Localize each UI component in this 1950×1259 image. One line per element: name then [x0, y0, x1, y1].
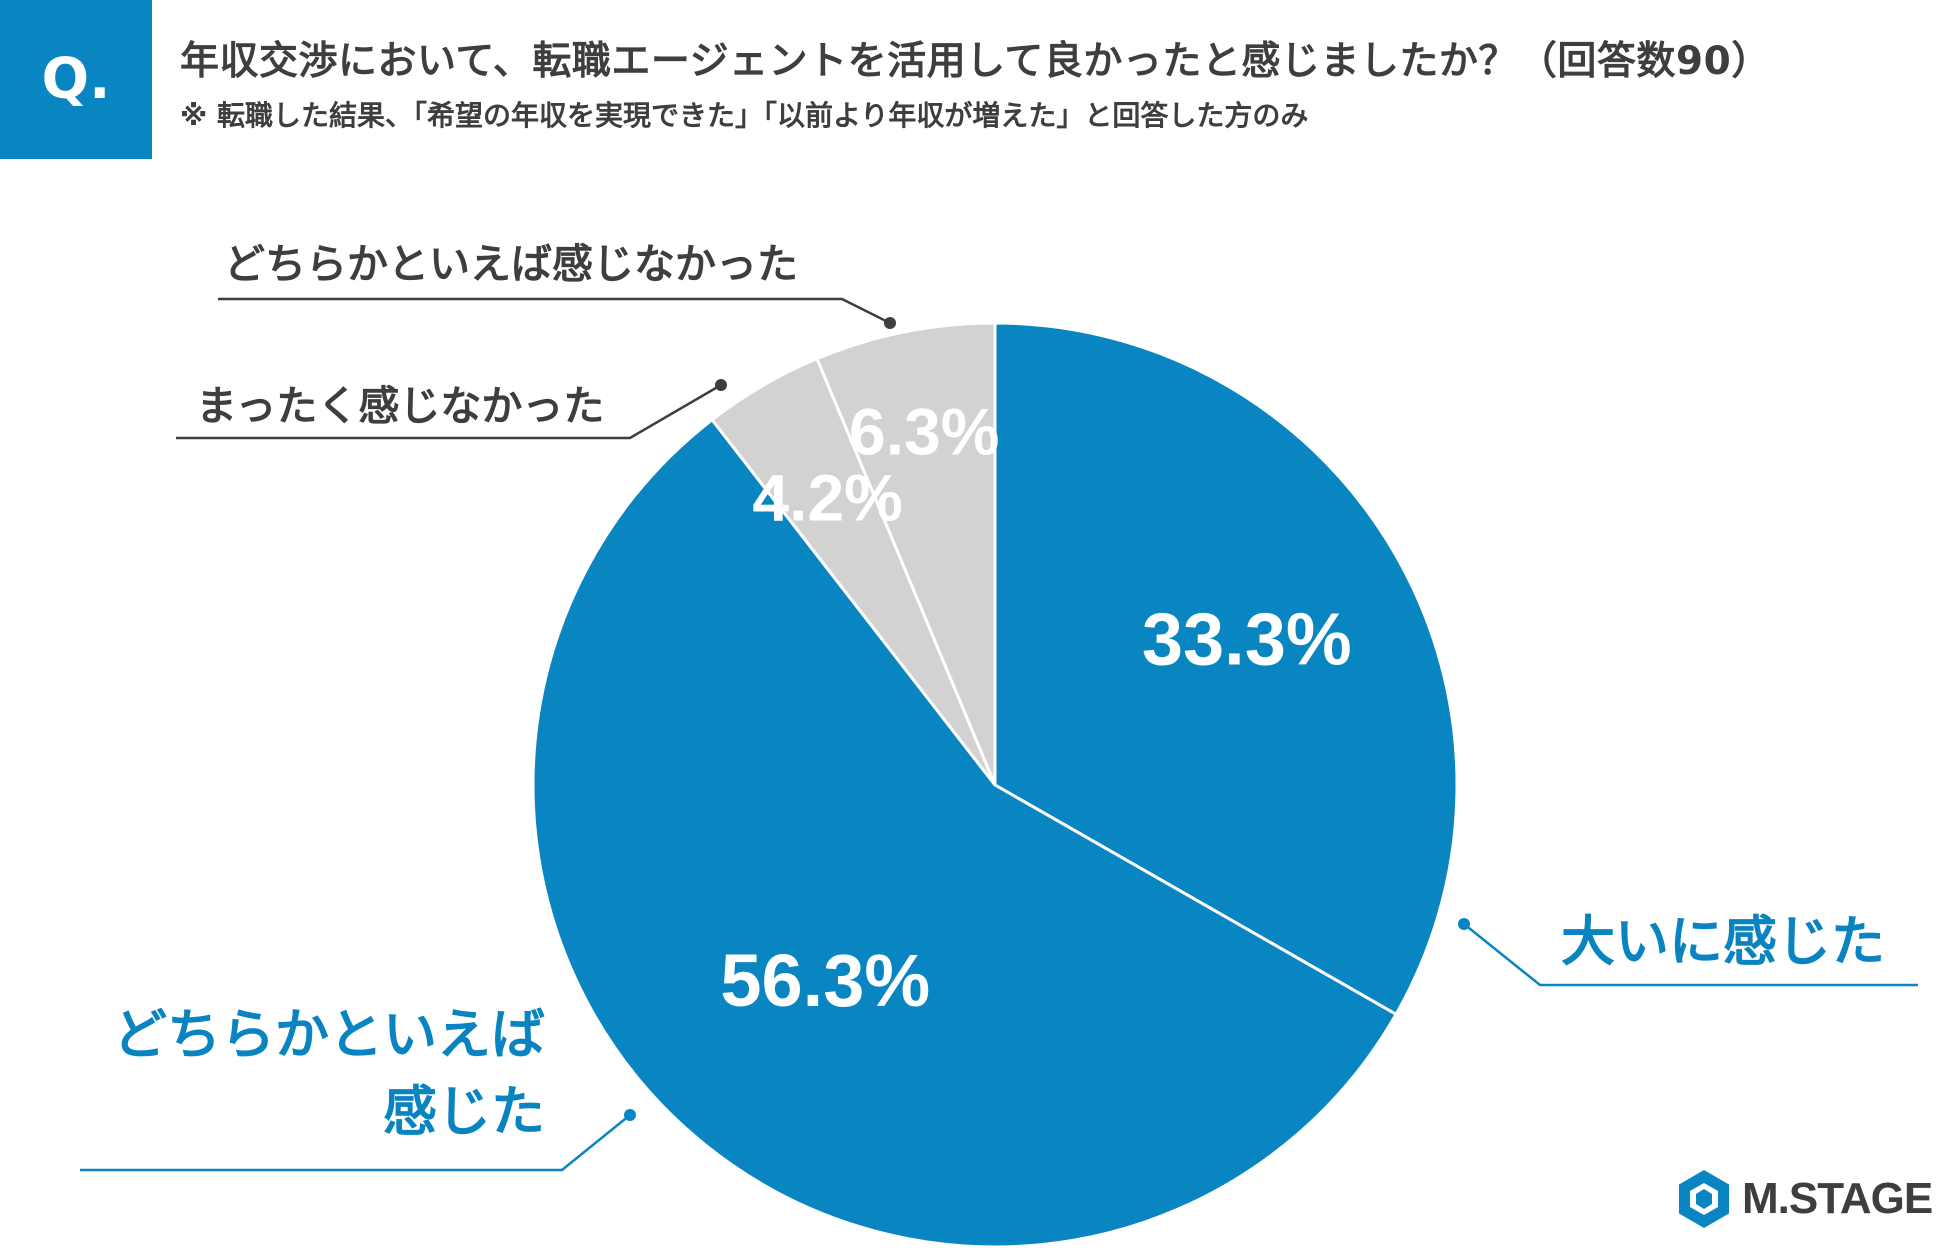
slice-label-daini: 大いに感じた	[1561, 910, 1885, 973]
slice-label-mattaku: まったく感じなかった	[196, 382, 604, 430]
hexagon-logo-icon	[1679, 1170, 1729, 1228]
value-label-daini: 33.3%	[1142, 597, 1352, 680]
leader-dot-daini	[1458, 918, 1470, 930]
question-note: ※ 転職した結果、「希望の年収を実現できた」「以前より年収が増えた」と回答した方…	[180, 99, 1309, 132]
pie-slice-dochira	[531, 417, 1399, 1249]
question-badge: Q.	[0, 0, 152, 159]
value-label-dochira: 56.3%	[720, 939, 930, 1022]
leader-line-dochira	[80, 1114, 631, 1172]
leader-line-daini	[1463, 923, 1918, 987]
brand-logo: M.STAGE	[1676, 1168, 1933, 1230]
value-label-mattaku: 4.2%	[752, 461, 902, 535]
pie-slices	[531, 321, 1459, 1249]
slice-label-dochira-line2: 感じた	[383, 1080, 545, 1143]
leader-dot-dochira	[624, 1109, 636, 1121]
question-title: 年収交渉において、転職エージェントを活用して良かったと感じましたか？（回答数90…	[180, 39, 1771, 84]
value-label-dochira-nai: 6.3%	[849, 395, 999, 469]
leader-dot-mattaku	[715, 379, 727, 391]
leader-line-mattaku	[176, 383, 722, 440]
leader-lines	[80, 297, 1918, 1172]
logo-text: M.STAGE	[1742, 1174, 1933, 1223]
leader-line-dochira-nai	[218, 297, 891, 325]
slice-label-dochira-line1: どちらかといえば	[113, 1003, 545, 1066]
slice-label-dochira-nai: どちらかといえば感じなかった	[224, 240, 798, 288]
value-labels: 33.3% 56.3% 4.2%6.3%	[720, 395, 1351, 1022]
pie-slice-daini	[993, 321, 1459, 1017]
pie-slice-dochira-nai	[815, 321, 997, 786]
leader-dot-dochira-nai	[884, 317, 896, 329]
